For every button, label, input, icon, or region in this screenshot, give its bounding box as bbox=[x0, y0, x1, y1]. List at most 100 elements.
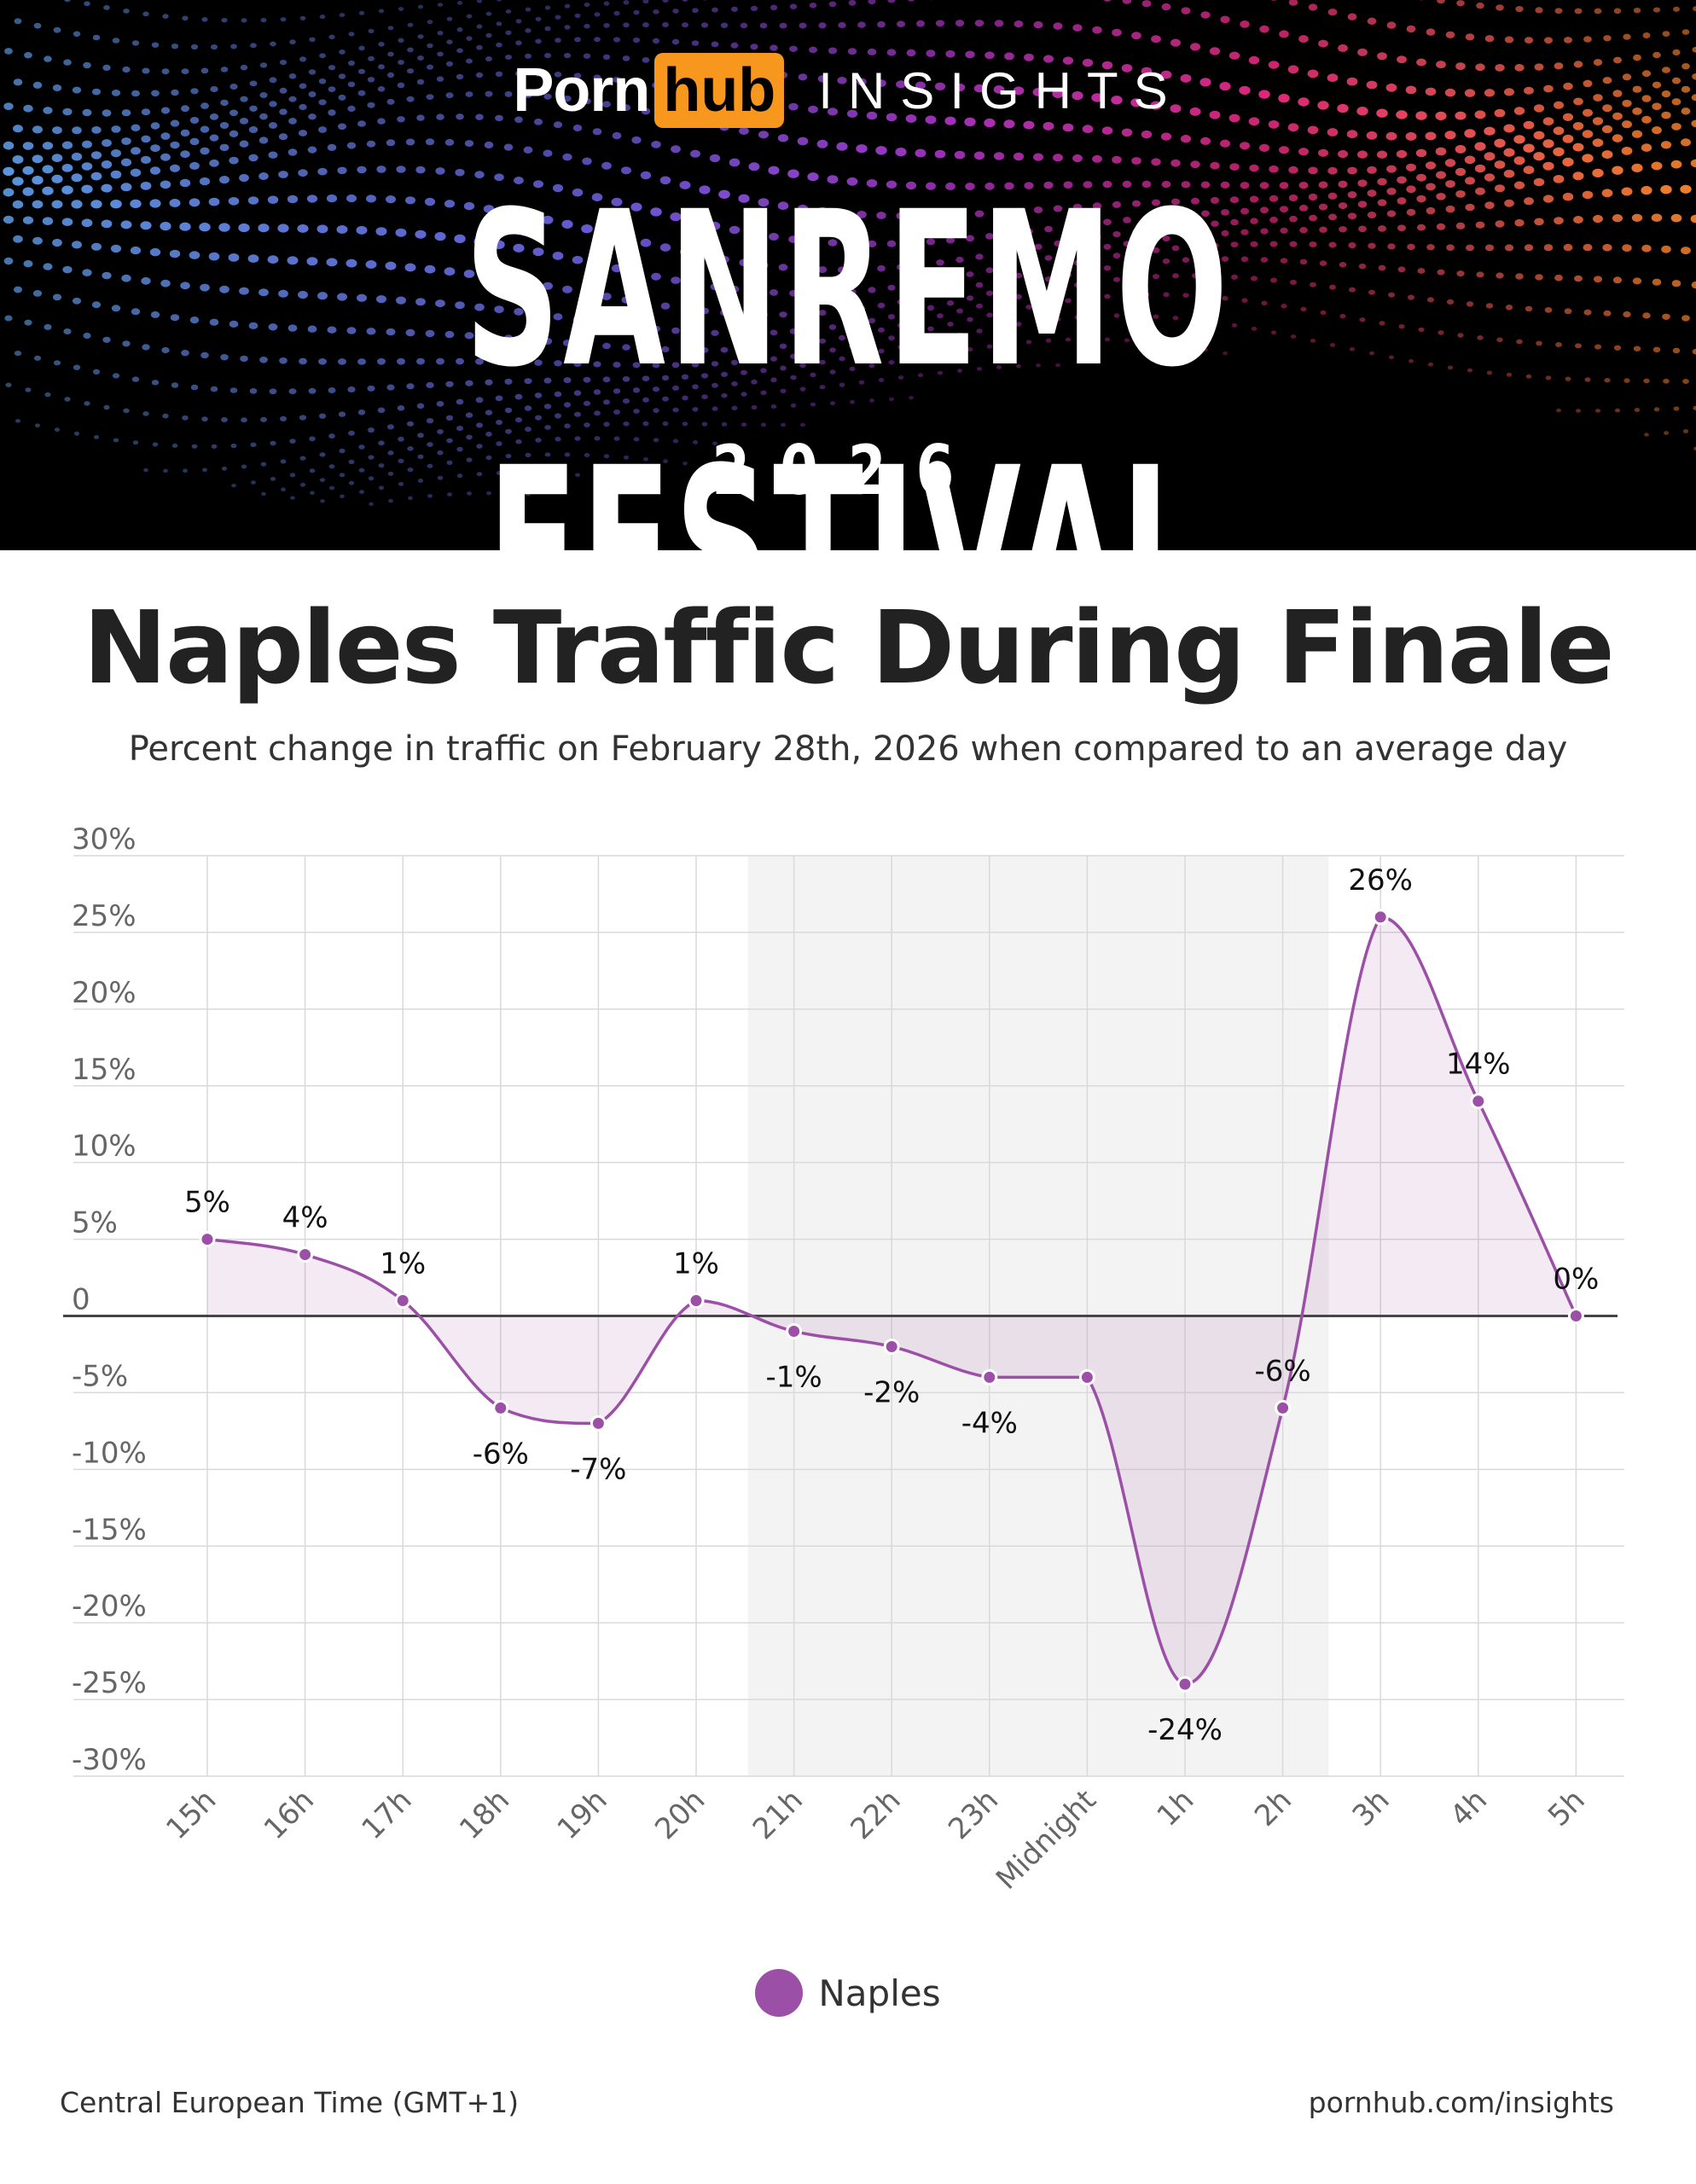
pattern-dot bbox=[701, 394, 708, 399]
pattern-dot bbox=[82, 108, 92, 117]
pattern-dot bbox=[1220, 15, 1230, 24]
pattern-dot bbox=[574, 13, 581, 19]
pattern-dot bbox=[228, 197, 240, 206]
pattern-dot bbox=[632, 38, 641, 44]
pattern-dot bbox=[1496, 337, 1503, 343]
pattern-dot bbox=[1347, 166, 1357, 175]
event-title: SANREMO FESTIVAL bbox=[464, 166, 1232, 550]
pattern-dot bbox=[1366, 80, 1378, 90]
pattern-dot bbox=[1593, 276, 1603, 283]
pattern-dot bbox=[180, 150, 190, 159]
pattern-dot bbox=[896, 212, 906, 220]
pattern-dot bbox=[221, 417, 228, 422]
pattern-dot bbox=[671, 327, 680, 334]
pattern-dot bbox=[1249, 195, 1259, 203]
pattern-dot bbox=[1279, 182, 1289, 189]
pattern-dot bbox=[405, 328, 415, 337]
pattern-dot bbox=[895, 148, 907, 157]
pattern-dot bbox=[889, 397, 894, 402]
pattern-dot bbox=[378, 485, 385, 491]
pattern-dot bbox=[602, 54, 611, 60]
pattern-dot bbox=[1228, 51, 1240, 60]
pattern-dot bbox=[967, 346, 973, 352]
pattern-dot bbox=[102, 336, 111, 343]
x-tick-label: 18h bbox=[453, 1783, 516, 1846]
pattern-dot bbox=[466, 14, 473, 19]
pattern-dot bbox=[426, 418, 434, 424]
pattern-dot bbox=[288, 388, 297, 395]
pattern-dot bbox=[954, 83, 966, 92]
pattern-dot bbox=[463, 270, 475, 278]
pattern-dot bbox=[555, 413, 561, 419]
pattern-dot bbox=[526, 492, 531, 497]
pattern-dot bbox=[398, 482, 404, 486]
pattern-dot bbox=[416, 114, 425, 121]
pattern-dot bbox=[103, 404, 110, 410]
pattern-dot bbox=[996, 325, 1002, 330]
pattern-dot bbox=[299, 103, 307, 111]
pattern-dot bbox=[1103, 243, 1112, 250]
pattern-dot bbox=[573, 360, 582, 367]
event-year: 2026 bbox=[712, 431, 984, 510]
pattern-dot bbox=[1269, 216, 1278, 224]
pattern-dot bbox=[1505, 305, 1513, 311]
pattern-dot bbox=[711, 361, 719, 367]
pattern-dot bbox=[583, 340, 591, 348]
pattern-dot bbox=[318, 358, 327, 365]
pattern-dot bbox=[250, 43, 257, 49]
pattern-dot bbox=[281, 487, 286, 491]
pattern-dot bbox=[780, 365, 787, 371]
pattern-dot bbox=[1671, 77, 1681, 84]
pattern-dot bbox=[1367, 189, 1377, 197]
pattern-dot bbox=[1524, 197, 1534, 206]
pattern-dot bbox=[210, 85, 218, 93]
pattern-dot bbox=[554, 391, 562, 398]
pattern-dot bbox=[837, 209, 847, 218]
pattern-dot bbox=[338, 358, 346, 365]
pattern-dot bbox=[562, 285, 572, 293]
pattern-dot bbox=[770, 356, 777, 362]
pattern-dot bbox=[1634, 408, 1641, 412]
pattern-dot bbox=[543, 282, 553, 290]
pattern-dot bbox=[72, 297, 82, 305]
pattern-dot bbox=[1103, 265, 1112, 271]
pattern-dot bbox=[1130, 98, 1142, 107]
pattern-dot bbox=[386, 72, 395, 78]
pattern-dot bbox=[614, 477, 619, 481]
pattern-dot bbox=[1240, 20, 1250, 28]
pattern-dot bbox=[1691, 94, 1696, 102]
pattern-dot bbox=[1445, 180, 1455, 189]
pattern-dot bbox=[52, 126, 62, 135]
pattern-dot bbox=[1662, 31, 1670, 37]
footer-url[interactable]: pornhub.com/insights bbox=[1308, 2086, 1614, 2119]
pattern-dot bbox=[182, 415, 189, 421]
pattern-dot bbox=[542, 215, 554, 224]
pattern-dot bbox=[229, 320, 239, 328]
pattern-dot bbox=[1318, 148, 1328, 157]
pattern-dot bbox=[623, 421, 630, 427]
pattern-dot bbox=[91, 88, 102, 96]
pattern-dot bbox=[415, 229, 427, 239]
pattern-dot bbox=[1014, 272, 1023, 279]
pattern-dot bbox=[868, 363, 875, 369]
pattern-dot bbox=[358, 10, 365, 15]
pattern-dot bbox=[277, 224, 289, 233]
pattern-dot bbox=[417, 479, 424, 483]
pattern-dot bbox=[729, 158, 741, 167]
pattern-dot bbox=[1339, 226, 1347, 233]
pattern-dot bbox=[701, 421, 708, 427]
pattern-dot bbox=[239, 287, 249, 295]
pattern-dot bbox=[640, 238, 652, 247]
pattern-dot bbox=[1672, 347, 1681, 354]
pattern-dot bbox=[1437, 269, 1445, 276]
pattern-dot bbox=[1455, 62, 1466, 71]
pattern-dot bbox=[1150, 101, 1162, 110]
pattern-dot bbox=[445, 415, 454, 421]
pattern-dot bbox=[12, 177, 24, 186]
pattern-dot bbox=[839, 334, 845, 341]
pattern-dot bbox=[917, 373, 924, 378]
pattern-dot bbox=[1681, 107, 1691, 115]
pattern-dot bbox=[1201, 256, 1210, 263]
pattern-dot bbox=[1661, 90, 1671, 98]
pattern-dot bbox=[642, 375, 650, 382]
